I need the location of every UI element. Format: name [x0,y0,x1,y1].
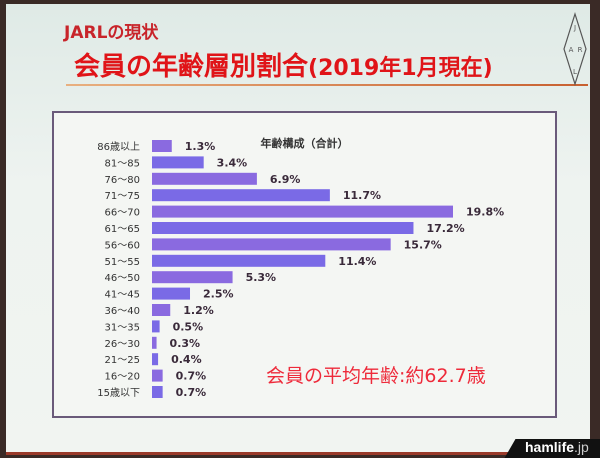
slide: JARLの現状 会員の年齢層別割合(2019年1月現在) J A R L 年齢構… [6,4,590,455]
bar [152,189,330,202]
category-label: 66〜70 [105,208,140,219]
svg-text:J: J [573,24,576,32]
title-divider [66,84,588,86]
bar [152,222,414,234]
bar-chart: 86歳以上 1.3% 81〜85 3.4% 76〜80 6.9% 71〜75 11.7% 66〜… [97,140,504,399]
category-label: 71〜75 [105,191,140,202]
bar [152,140,172,152]
category-label: 86歳以上 [97,141,140,153]
title-main: 会員の年齢層別割合 [74,52,309,82]
data-label: 19.8% [466,206,504,219]
data-label: 1.2% [183,304,214,317]
watermark-brand: hamlife [525,439,575,455]
bar [152,254,326,267]
data-label: 0.3% [170,337,201,350]
bar [152,238,391,251]
data-label: 5.3% [246,271,277,284]
bar [152,156,204,169]
chart-title: 年齢構成（合計） [260,137,349,150]
category-label: 21〜25 [105,355,140,366]
chart-frame: 年齢構成（合計） 86歳以上 1.3% 81〜85 3.4% 76〜80 6.9% 71〜7… [52,111,557,418]
category-label: 26〜30 [105,339,140,350]
data-label: 0.4% [171,353,202,366]
data-label: 11.7% [343,189,381,202]
category-label: 41〜45 [105,290,140,301]
category-label: 31〜35 [105,322,140,333]
data-label: 11.4% [338,255,376,268]
bar [152,386,163,398]
data-label: 17.2% [426,222,464,235]
bar [152,271,233,284]
bar [152,336,157,349]
category-label: 36〜40 [105,306,140,317]
bar [152,205,453,218]
category-label: 61〜65 [105,224,140,235]
category-label: 51〜55 [105,257,140,268]
bar [152,369,163,382]
data-label: 6.9% [270,173,301,186]
category-label: 56〜60 [105,240,140,251]
data-label: 2.5% [203,288,234,301]
mean-age-annotation: 会員の平均年齢:約62.7歳 [266,365,486,387]
data-label: 0.7% [176,370,207,383]
watermark-suffix: .jp [574,439,589,455]
bar [152,287,191,300]
category-label: 15歳以下 [97,387,140,399]
jarl-logo-icon: J A R L [563,12,587,86]
slide-title: 会員の年齢層別割合(2019年1月現在) [74,46,493,83]
category-label: 81〜85 [105,158,140,169]
bar [152,172,257,185]
data-label: 0.7% [176,386,207,399]
slide-subtitle: JARLの現状 [64,23,159,43]
data-label: 1.3% [185,140,216,153]
data-label: 15.7% [404,238,442,251]
category-label: 46〜50 [105,273,140,284]
svg-text:A: A [569,46,574,54]
bar [152,353,159,366]
category-label: 76〜80 [105,175,140,186]
data-label: 3.4% [217,156,248,169]
svg-text:L: L [573,68,577,76]
title-date: (2019年1月現在) [308,56,493,81]
data-label: 0.5% [173,320,204,333]
watermark: hamlife.jp [525,439,589,455]
svg-text:R: R [578,46,583,54]
bar [152,304,171,316]
bar [152,320,160,333]
category-label: 16〜20 [105,372,140,383]
